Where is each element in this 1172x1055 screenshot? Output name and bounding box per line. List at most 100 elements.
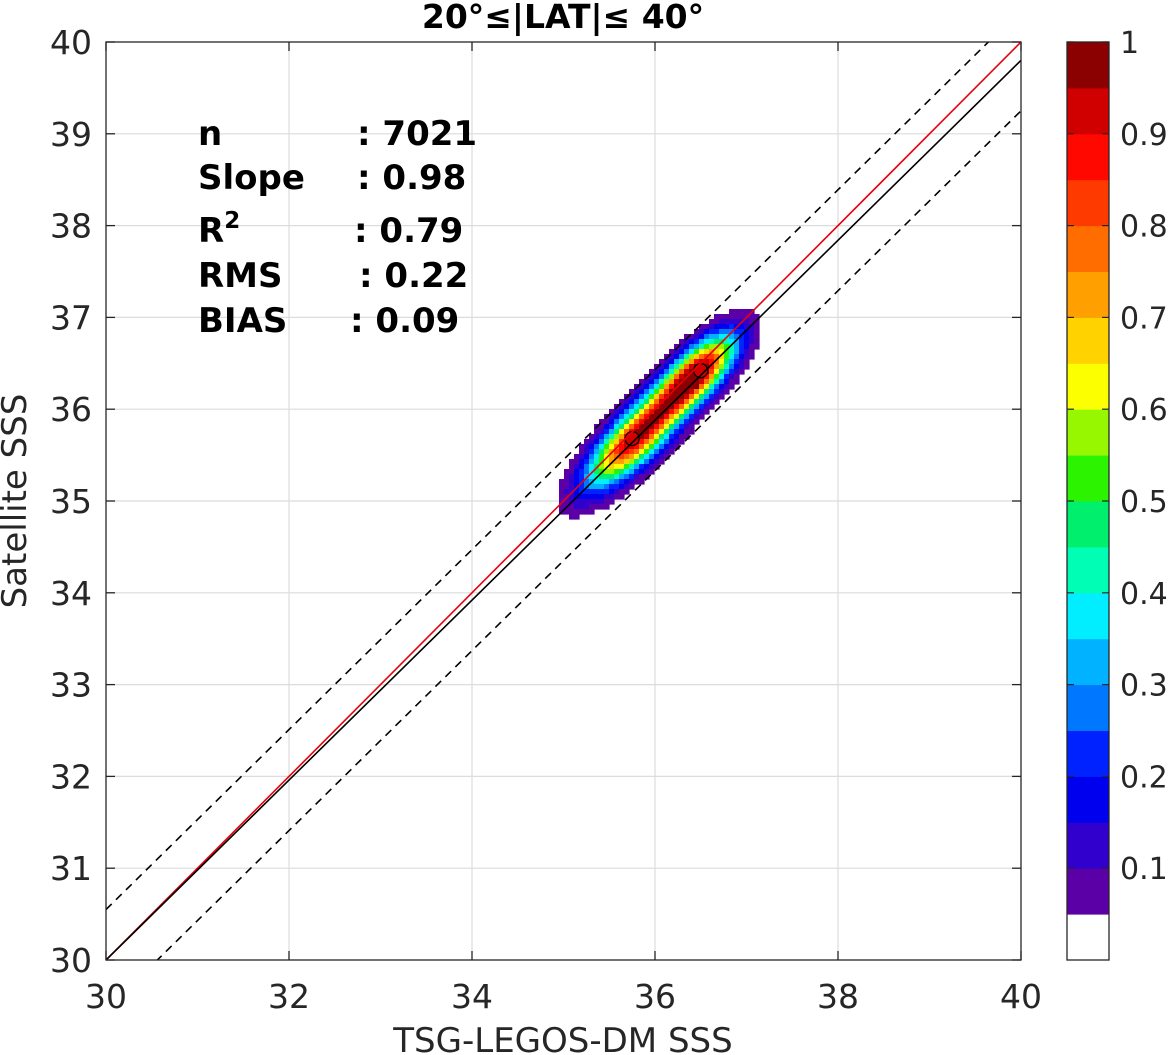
density-cell — [634, 409, 640, 415]
density-cell — [604, 434, 610, 440]
density-cell — [609, 414, 615, 420]
density-cell — [739, 349, 745, 355]
density-cell — [609, 454, 615, 460]
y-tick-label: 40 — [50, 23, 92, 62]
density-cell — [654, 394, 660, 400]
density-cell — [674, 394, 680, 400]
density-cell — [744, 349, 750, 355]
density-cell — [654, 434, 660, 440]
density-cell — [739, 364, 745, 370]
density-cell — [634, 419, 640, 425]
density-cell — [649, 444, 655, 450]
density-cell — [594, 434, 600, 440]
density-cell — [734, 319, 740, 325]
colorbar: 1 0.9 0.8 0.7 0.6 0.5 0.4 0.3 0.2 0.1 — [1066, 26, 1168, 961]
density-cell — [589, 504, 595, 510]
density-cell — [644, 469, 650, 475]
density-cell — [724, 359, 730, 365]
density-cell — [694, 339, 700, 345]
density-cell — [609, 464, 615, 470]
density-cell — [684, 354, 690, 360]
density-cell — [664, 449, 670, 455]
density-cell — [689, 344, 695, 350]
density-cell — [599, 474, 605, 480]
y-tick-label: 34 — [50, 574, 92, 613]
density-cell — [664, 389, 670, 395]
density-cell — [719, 369, 725, 375]
density-cell — [564, 499, 570, 505]
colorbar-segment — [1067, 592, 1109, 640]
density-cell — [699, 414, 705, 420]
line-lower-bound — [156, 110, 1021, 960]
density-cell — [729, 374, 735, 380]
density-cell — [719, 389, 725, 395]
density-cell — [594, 499, 600, 505]
density-cell — [609, 434, 615, 440]
density-cell — [669, 384, 675, 390]
density-cell — [679, 399, 685, 405]
y-tick-label: 30 — [50, 941, 92, 980]
density-cell — [639, 449, 645, 455]
density-cell — [629, 449, 635, 455]
density-cell — [674, 344, 680, 350]
density-cell — [674, 444, 680, 450]
density-cell — [689, 384, 695, 390]
density-cell — [714, 339, 720, 345]
density-cell — [579, 444, 585, 450]
colorbar-segment — [1067, 42, 1109, 89]
density-cell — [584, 479, 590, 485]
density-cell — [659, 424, 665, 430]
density-cell — [729, 344, 735, 350]
density-cell — [599, 504, 605, 510]
density-cell — [719, 329, 725, 335]
density-cell — [654, 389, 660, 395]
density-cell — [679, 344, 685, 350]
density-cell — [669, 349, 675, 355]
density-cell — [664, 404, 670, 410]
density-cell — [644, 424, 650, 430]
density-cell — [679, 369, 685, 375]
density-cell — [644, 434, 650, 440]
density-cell — [634, 474, 640, 480]
stat-label-slope: Slope — [198, 158, 305, 198]
density-cell — [684, 369, 690, 375]
colorbar-tick-label: 0.2 — [1120, 760, 1168, 795]
density-cell — [689, 379, 695, 385]
density-cell — [604, 449, 610, 455]
density-cell — [629, 424, 635, 430]
density-cell — [664, 414, 670, 420]
density-cell — [674, 404, 680, 410]
density-cell — [619, 409, 625, 415]
density-cell — [694, 419, 700, 425]
density-cell — [574, 489, 580, 495]
density-cell — [694, 349, 700, 355]
density-cell — [749, 349, 755, 355]
reference-lines — [106, 42, 1021, 960]
density-cell — [574, 499, 580, 505]
density-cell — [669, 439, 675, 445]
density-cell — [569, 509, 575, 515]
density-cell — [594, 444, 600, 450]
density-cell — [714, 324, 720, 330]
density-cell — [709, 334, 715, 340]
density-cell — [609, 429, 615, 435]
density-cell — [674, 354, 680, 360]
density-cell — [619, 404, 625, 410]
density-cell — [614, 419, 620, 425]
colorbar-tick-label: 0.4 — [1120, 577, 1168, 612]
density-cell — [684, 334, 690, 340]
density-cell — [589, 494, 595, 500]
density-cell — [584, 454, 590, 460]
density-cell — [619, 464, 625, 470]
density-cell — [749, 339, 755, 345]
density-cell — [714, 384, 720, 390]
line-fit — [106, 59, 1021, 960]
density-cell — [754, 329, 760, 335]
density-cell — [574, 459, 580, 465]
density-cell — [639, 469, 645, 475]
density-cell — [749, 354, 755, 360]
density-cell — [569, 479, 575, 485]
density-cell — [674, 439, 680, 445]
density-cell — [589, 499, 595, 505]
density-cell — [709, 319, 715, 325]
